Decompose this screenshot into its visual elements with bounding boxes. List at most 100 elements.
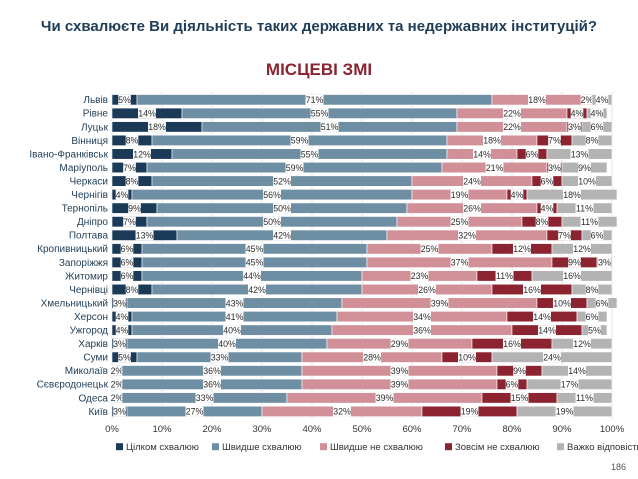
category-label: Тернопіль [62,204,108,215]
data-label-background [285,162,304,173]
data-label: 39% [376,393,394,403]
data-label: 10% [578,176,596,186]
data-label: 14% [138,109,156,119]
data-label: 59% [291,136,309,146]
data-label-background [595,94,609,105]
data-label-background [548,135,561,146]
data-label: 45% [246,258,264,268]
data-label-background [590,121,604,132]
data-label: 52% [273,176,291,186]
legend-swatch [320,443,327,451]
data-label-background [585,135,599,146]
category-label: Сєвєродонецьк [37,380,109,391]
data-label: 4% [116,190,129,200]
data-label-background [138,108,156,119]
category-label: Дніпро [77,217,108,228]
data-label-background [540,176,554,187]
data-label: 8% [536,217,549,227]
data-label-background [568,121,581,132]
data-label: 3% [113,298,126,308]
data-label-background [538,325,556,336]
x-tick-label: 30% [252,424,272,435]
data-label-background [420,243,439,254]
data-label: 6% [121,258,134,268]
data-label: 13% [136,231,154,241]
data-label: 7% [558,231,571,241]
data-label-background [523,284,541,295]
data-label: 23% [411,271,429,281]
data-label-background [113,298,126,309]
data-label-background [110,379,124,390]
data-label-background [563,189,581,200]
data-label-background [513,365,526,376]
data-label-background [450,189,469,200]
data-label: 34% [413,312,431,322]
data-label: 51% [321,122,339,132]
data-label: 3% [113,339,126,349]
data-label: 8% [126,176,139,186]
data-label: 36% [203,380,221,390]
data-label: 40% [218,339,236,349]
data-label: 16% [563,271,581,281]
x-tick-label: 80% [502,424,522,435]
data-label: 3% [113,407,126,417]
data-label: 18% [563,190,581,200]
data-label: 33% [211,353,229,363]
data-label: 3% [568,122,581,132]
data-label-background [510,392,529,403]
data-label: 4% [591,109,604,119]
data-label: 14% [473,149,491,159]
data-label-background [125,135,139,146]
category-label: Вінниця [71,136,108,147]
data-label: 6% [586,312,599,322]
data-label-background [553,298,571,309]
data-label: 44% [243,271,261,281]
x-tick-label: 50% [352,424,372,435]
data-label: 41% [226,312,244,322]
data-label: 5% [588,325,601,335]
data-label: 28% [363,353,381,363]
data-label-background [120,243,134,254]
data-label: 50% [273,203,291,213]
data-label-background [560,379,579,390]
data-label-background [115,311,129,322]
data-label-background [535,216,549,227]
data-label: 27% [186,407,204,417]
x-tick-label: 100% [600,424,625,435]
data-label: 6% [591,122,604,132]
legend-label: Цілком схвалюю [126,442,199,453]
data-label: 3% [598,258,611,268]
data-label-background [120,270,134,281]
category-label: Рівне [83,109,109,120]
data-label-background [225,311,244,322]
category-label: Одеса [78,393,108,404]
data-label-background [243,270,261,281]
data-label: 42% [273,231,291,241]
data-label: 6% [121,271,134,281]
data-label-background [473,148,491,159]
data-label-background [505,379,519,390]
data-label: 26% [418,285,436,295]
data-label-background [273,203,291,214]
data-label: 39% [431,298,449,308]
data-label: 6% [541,176,554,186]
data-label-background [450,257,469,268]
data-label-background [273,176,291,187]
category-label: Хмельницький [41,298,108,309]
data-label-background [558,230,571,241]
data-label: 18% [148,122,166,132]
data-label-background [225,298,244,309]
data-label: 2% [581,95,594,105]
data-label: 25% [451,217,469,227]
data-label: 5% [118,353,131,363]
data-label-background [413,325,431,336]
data-label: 40% [223,325,241,335]
data-label: 42% [248,285,266,295]
data-label: 8% [126,285,139,295]
data-label-background [570,148,589,159]
data-label: 16% [523,285,541,295]
data-label: 6% [526,149,539,159]
data-label-background [123,162,136,173]
data-label: 4% [571,109,584,119]
data-label: 4% [116,312,129,322]
